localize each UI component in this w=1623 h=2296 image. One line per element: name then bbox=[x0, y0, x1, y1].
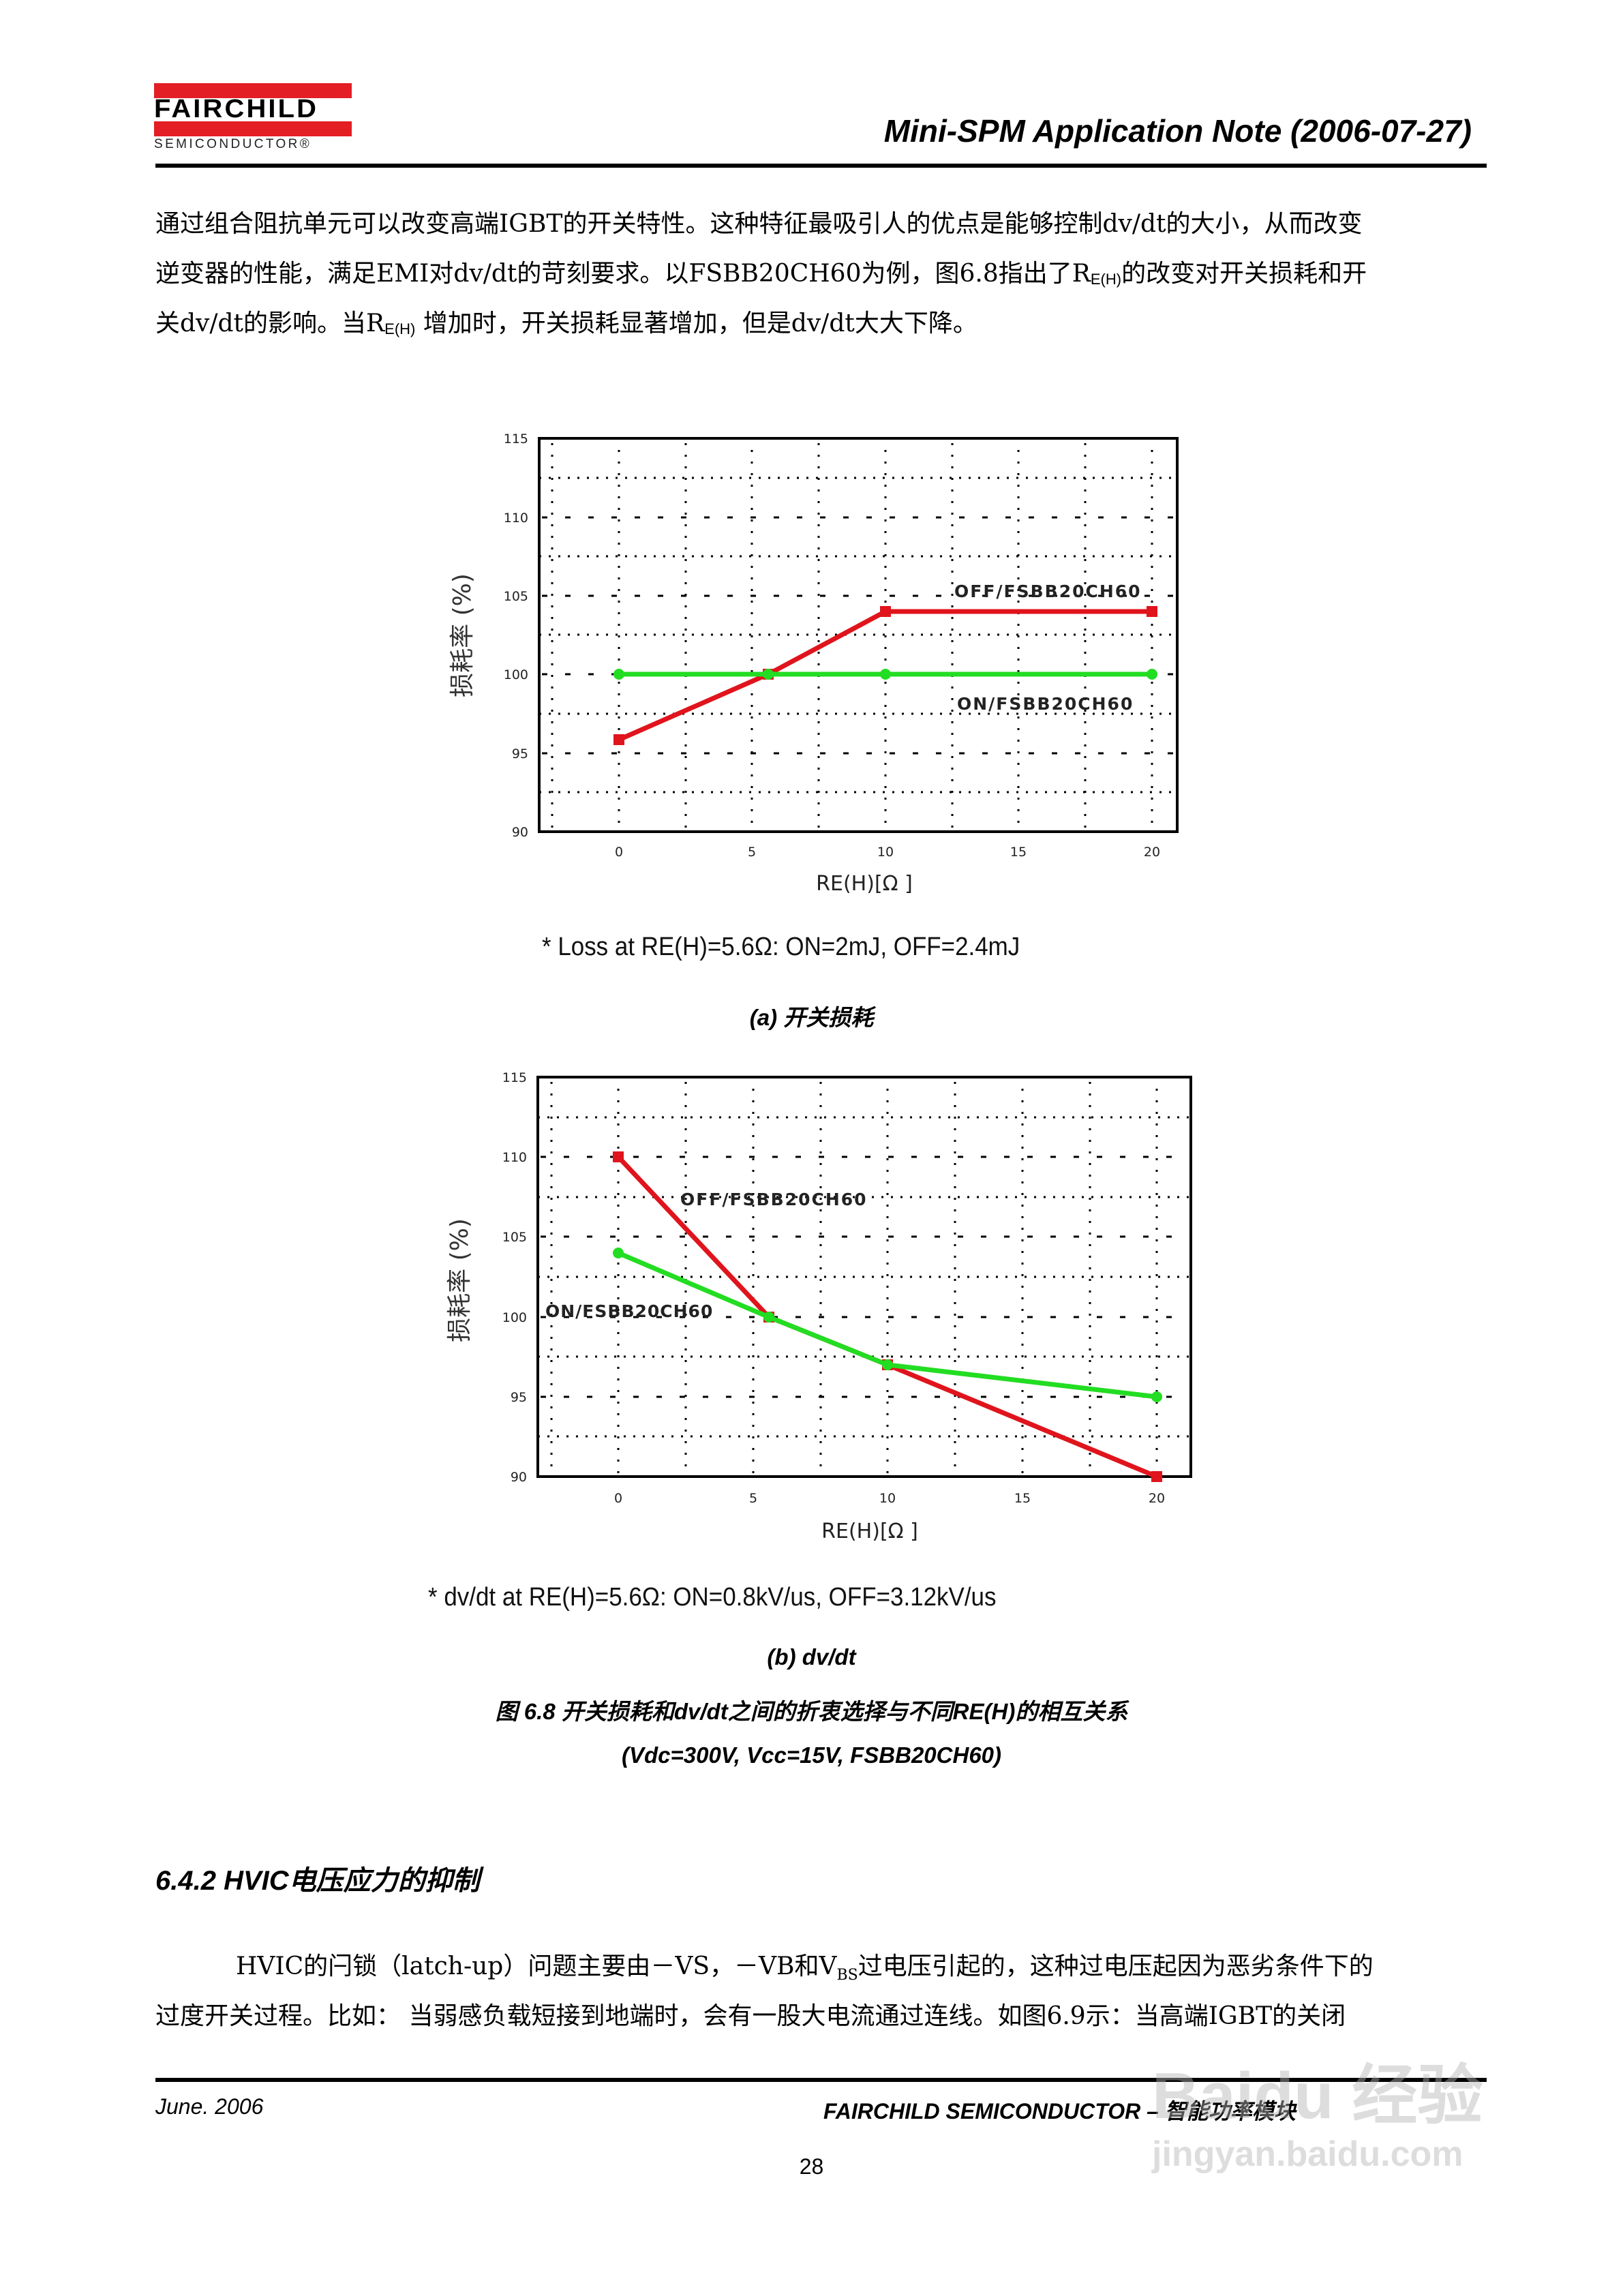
hvic-line-1-text: HVIC的闩锁（latch-up）问题主要由－VS，－VB和V bbox=[236, 1952, 837, 1980]
chart-a-x-ticks: 0 5 10 15 20 bbox=[615, 845, 1160, 860]
x-tick: 20 bbox=[1149, 1491, 1165, 1506]
watermark-url: jingyan.baidu.com bbox=[1152, 2134, 1463, 2174]
intro-line-3-text-end: 增加时，开关损耗显著增加，但是dv/dt大大下降。 bbox=[415, 309, 977, 337]
chart-a-on-label: ON/FSBB20CH60 bbox=[957, 694, 1134, 714]
x-tick: 5 bbox=[749, 1491, 757, 1506]
chart-b-x-ticks: 0 5 10 15 20 bbox=[614, 1491, 1165, 1506]
intro-line-3-text: 关dv/dt的影响。当R bbox=[155, 309, 385, 337]
y-tick: 90 bbox=[511, 1470, 527, 1485]
chart-a-grid-h bbox=[539, 477, 1177, 794]
fairchild-logo: FAIRCHILD SEMICONDUCTOR® bbox=[154, 83, 352, 151]
chart-b-on-label: ON/FSBB20CH60 bbox=[545, 1301, 713, 1321]
logo-red-bar-bottom bbox=[154, 121, 352, 136]
logo-wordmark: FAIRCHILD bbox=[154, 95, 319, 123]
chart-b-grid-v bbox=[550, 1082, 1158, 1477]
watermark-brand: Baidu 经验 bbox=[1152, 2059, 1483, 2132]
chart-a-off-line bbox=[618, 609, 1152, 742]
intro-line-3: 关dv/dt的影响。当RE(H) 增加时，开关损耗显著增加，但是dv/dt大大下… bbox=[155, 299, 1485, 348]
footer-date: June. 2006 bbox=[155, 2094, 264, 2119]
x-tick: 0 bbox=[615, 845, 623, 860]
y-tick: 95 bbox=[512, 746, 528, 761]
chart-a-y-ticks: 115 110 105 100 95 90 bbox=[504, 432, 528, 840]
baidu-watermark: Baidu 经验 jingyan.baidu.com bbox=[1152, 2059, 1483, 2175]
y-tick: 110 bbox=[502, 1150, 527, 1165]
intro-line-2-text: 逆变器的性能，满足EMI对dv/dt的苛刻要求。以FSBB20CH60为例，图6… bbox=[155, 260, 1091, 288]
footer-rule bbox=[155, 2078, 1487, 2082]
hvic-line-2: 过度开关过程。比如： 当弱感负载短接到地端时，会有一股大电流通过连线。如图6.9… bbox=[155, 2002, 1346, 2030]
chart-a-x-axis-title: RE(H)[Ω ] bbox=[816, 872, 913, 896]
document-title: Mini-SPM Application Note (2006-07-27) bbox=[883, 113, 1472, 149]
chart-a-caption: (a) 开关损耗 bbox=[749, 1005, 874, 1030]
hvic-line-1: HVIC的闩锁（latch-up）问题主要由－VS，－VB和VBS过电压引起的，… bbox=[155, 1942, 1485, 1991]
chart-b-caption: (b) dv/dt bbox=[767, 1644, 856, 1670]
chart-b-grid-h-major bbox=[541, 1155, 1191, 1398]
chart-b-off-label: OFF/FSBB20CH60 bbox=[680, 1190, 868, 1209]
chart-a-note: * Loss at RE(H)=5.6Ω: ON=2mJ, OFF=2.4mJ bbox=[542, 933, 1020, 961]
y-tick: 95 bbox=[511, 1390, 527, 1405]
logo-subtitle: SEMICONDUCTOR® bbox=[154, 137, 312, 151]
x-tick: 15 bbox=[1010, 845, 1027, 860]
hvic-paragraph: HVIC的闩锁（latch-up）问题主要由－VS，－VB和VBS过电压引起的，… bbox=[155, 1942, 1485, 2041]
y-tick: 100 bbox=[504, 667, 528, 682]
subscript: BS bbox=[836, 1967, 858, 1984]
figure-conditions: (Vdc=300V, Vcc=15V, FSBB20CH60) bbox=[621, 1742, 1002, 1768]
chart-b-svg: 损耗率 (%) 115 110 bbox=[446, 1070, 1192, 1543]
chart-a-svg: 损耗率 (%) bbox=[449, 432, 1179, 896]
figure-caption: 图 6.8 开关损耗和dv/dt之间的折衷选择与不同RE(H)的相互关系 bbox=[495, 1699, 1128, 1724]
section-heading: 6.4.2 HVIC电压应力的抑制 bbox=[155, 1866, 480, 1896]
chart-b-y-ticks: 115 110 105 100 95 90 bbox=[502, 1070, 527, 1485]
hvic-line-1-text-end: 过电压引起的，这种过电压起因为恶劣条件下的 bbox=[858, 1952, 1374, 1980]
x-tick: 15 bbox=[1014, 1491, 1031, 1506]
x-tick: 5 bbox=[748, 845, 756, 860]
chart-b-on-line bbox=[617, 1250, 1157, 1400]
logo-red-bar-top bbox=[154, 83, 352, 98]
y-tick: 115 bbox=[504, 432, 528, 447]
header-rule bbox=[155, 164, 1487, 168]
x-tick: 10 bbox=[877, 845, 894, 860]
x-tick: 0 bbox=[614, 1491, 622, 1506]
y-tick: 105 bbox=[504, 589, 528, 604]
chart-b-on-markers bbox=[613, 1248, 1162, 1402]
intro-line-2-text-end: 的改变对开关损耗和开 bbox=[1121, 260, 1367, 288]
x-tick: 20 bbox=[1144, 845, 1160, 860]
y-tick: 115 bbox=[502, 1070, 527, 1085]
chart-b-x-axis-title: RE(H)[Ω ] bbox=[821, 1520, 918, 1543]
y-tick: 100 bbox=[502, 1310, 527, 1325]
y-tick: 90 bbox=[512, 825, 528, 840]
chart-b-y-axis-title: 损耗率 (%) bbox=[446, 1218, 474, 1342]
subscript: E(H) bbox=[384, 320, 416, 337]
footer-company: FAIRCHILD SEMICONDUCTOR – 智能功率模块 bbox=[823, 2099, 1296, 2124]
page-number: 28 bbox=[799, 2154, 824, 2179]
chart-a-off-label: OFF/FSBB20CH60 bbox=[954, 581, 1142, 601]
y-tick: 105 bbox=[502, 1230, 527, 1245]
chart-a-on-markers bbox=[613, 669, 1157, 680]
subscript: E(H) bbox=[1090, 271, 1122, 288]
chart-b-note: * dv/dt at RE(H)=5.6Ω: ON=0.8kV/us, OFF=… bbox=[428, 1583, 997, 1612]
intro-line-2: 逆变器的性能，满足EMI对dv/dt的苛刻要求。以FSBB20CH60为例，图6… bbox=[155, 249, 1485, 299]
intro-line-1: 通过组合阻抗单元可以改变高端IGBT的开关特性。这种特征最吸引人的优点是能够控制… bbox=[155, 210, 1363, 238]
x-tick: 10 bbox=[879, 1491, 896, 1506]
chart-a-y-axis-title: 损耗率 (%) bbox=[449, 573, 476, 697]
intro-paragraph: 通过组合阻抗单元可以改变高端IGBT的开关特性。这种特征最吸引人的优点是能够控制… bbox=[155, 199, 1485, 348]
y-tick: 110 bbox=[504, 511, 528, 526]
